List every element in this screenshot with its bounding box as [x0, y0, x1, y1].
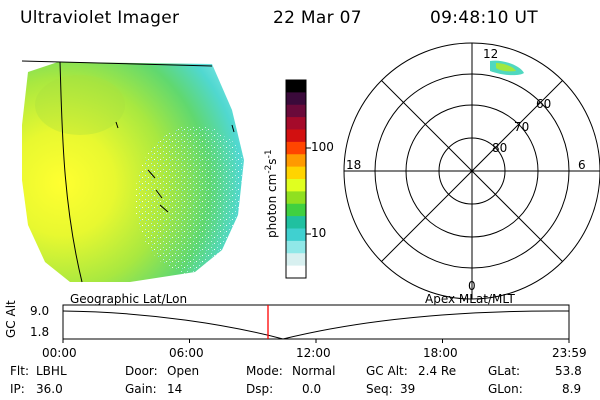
- colorbar-band: [286, 228, 306, 242]
- timeline-left-label: Geographic Lat/Lon: [70, 292, 188, 306]
- colorbar-band: [286, 129, 306, 143]
- horizon-line: [21, 60, 213, 67]
- coastline-fragments: [115, 121, 235, 213]
- timeline-x-tick-18: 18:00: [423, 346, 458, 360]
- timeline-x-tick-0: 00:00: [42, 346, 77, 360]
- lat-label-70: 70: [514, 120, 530, 134]
- earth-disk: [22, 62, 244, 282]
- instrument-title: Ultraviolet Imager: [20, 8, 180, 28]
- footer-glat-value: 53.8: [555, 364, 582, 378]
- timeline-x-tick-12: 12:00: [296, 346, 331, 360]
- footer-gcalt-value: 2.4 Re: [418, 364, 457, 378]
- mlt-label-6: 6: [578, 158, 586, 172]
- timeline-y-tick-min: 1.8: [30, 325, 50, 339]
- orbit-timeline: [62, 304, 570, 343]
- colorbar-band: [286, 117, 306, 130]
- colorbar-label-100: 100: [311, 140, 334, 154]
- observation-time: 09:48:10 UT: [430, 8, 538, 28]
- colorbar-band: [286, 253, 306, 267]
- colorbar-band: [286, 104, 306, 118]
- colorbar-band: [286, 179, 306, 192]
- colorbar-axis-title: photon cm-2s-1: [264, 149, 279, 238]
- footer-gain-label: Gain:: [125, 382, 157, 396]
- footer-ip-value: 36.0: [36, 382, 63, 396]
- altitude-curve: [62, 310, 570, 340]
- footer-flt-value: LBHL: [36, 364, 67, 378]
- colorbar-band: [286, 191, 306, 205]
- colorbar-band: [286, 92, 306, 106]
- lat-label-60: 60: [536, 97, 552, 111]
- footer-ip-label: IP:: [10, 382, 25, 396]
- footer-gcalt-label: GC Alt:: [366, 364, 408, 378]
- polar-plot: [343, 42, 600, 300]
- observation-date: 22 Mar 07: [273, 8, 362, 28]
- colorbar-band: [286, 141, 306, 155]
- colorbar-band: [286, 80, 306, 93]
- colorbar-band: [286, 203, 306, 217]
- mlt-label-12: 12: [483, 47, 499, 61]
- footer-glon-value: 8.9: [562, 382, 582, 396]
- footer-seq-value: 39: [400, 382, 416, 396]
- footer-gain-value: 14: [167, 382, 183, 396]
- colorbar-frame: [285, 79, 307, 279]
- timeline-right-label: Apex MLat/MLT: [425, 292, 515, 306]
- mlt-label-0: 0: [468, 279, 476, 293]
- colorbar-band: [286, 154, 306, 168]
- colorbar-band: [286, 265, 306, 279]
- colorbar: [286, 80, 306, 279]
- timeline-x-tick-6: 06:00: [169, 346, 204, 360]
- colorbar-band: [286, 240, 306, 254]
- mlt-label-18: 18: [346, 158, 362, 172]
- meridian-line: [59, 61, 83, 283]
- timeline-y-tick-max: 9.0: [30, 304, 50, 318]
- footer-flt-label: Flt:: [10, 364, 29, 378]
- timeline-y-title: GC Alt: [4, 300, 18, 338]
- colorbar-band: [286, 216, 306, 229]
- timeline-x-tick-end: 23:59: [552, 346, 587, 360]
- footer-mode-label: Mode:: [246, 364, 283, 378]
- footer-glon-label: GLon:: [488, 382, 523, 396]
- polar-aurora-core: [496, 63, 516, 72]
- timeline-frame: [62, 304, 570, 340]
- polar-axis-diag-2: [381, 80, 563, 262]
- footer-door-label: Door:: [125, 364, 158, 378]
- lat-label-80: 80: [492, 141, 508, 155]
- footer-door-value: Open: [167, 364, 200, 378]
- footer-seq-label: Seq:: [366, 382, 393, 396]
- footer-dsp-label: Dsp:: [246, 382, 274, 396]
- colorbar-label-10: 10: [311, 226, 327, 240]
- footer-mode-value: Normal: [292, 364, 336, 378]
- colorbar-band: [286, 166, 306, 180]
- footer-dsp-value: 0.0: [302, 382, 322, 396]
- footer-glat-label: GLat:: [488, 364, 521, 378]
